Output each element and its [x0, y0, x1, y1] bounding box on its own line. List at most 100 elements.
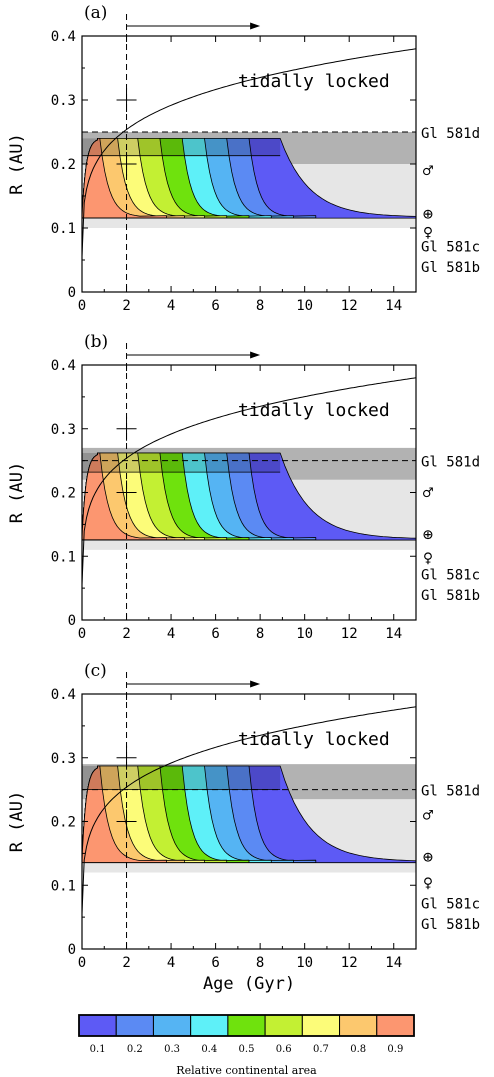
panel-2: 0 2 4 6 8 10 12 14 0 0.1 0.2 0.3 0.4 R (AU) (b) tidally… [7, 332, 480, 642]
right-marker-label: ♀ [423, 549, 433, 569]
colorbar-cell-0.3 [152, 1014, 192, 1037]
arrow-head [250, 680, 261, 688]
panel-label: (c) [84, 661, 107, 681]
x-tick-label: 0 [78, 298, 86, 314]
y-tick-label: 0.1 [51, 221, 76, 237]
colorbar-cell-0.4 [190, 1014, 229, 1037]
colorbar-cell-0.5 [227, 1014, 266, 1037]
panel-1: 0 2 4 6 8 10 12 14 0 0.1 0.2 0.3 0.4 R (AU) (a) tidally… [7, 3, 480, 314]
colorbar-cell-0.8 [339, 1014, 378, 1037]
colorbar-cell-0.7 [301, 1014, 341, 1037]
right-marker-label: ♀ [423, 874, 433, 894]
colorbar-tick-label: 0.3 [164, 1044, 180, 1055]
colorbar-frame [78, 1014, 415, 1037]
x-axis-label: Age (Gyr) [203, 974, 295, 994]
x-tick-label: 8 [256, 626, 264, 642]
x-tick-label: 12 [341, 626, 358, 642]
tidal-lock-curve [82, 706, 416, 914]
x-tick-label: 14 [385, 955, 402, 971]
y-tick-label: 0.4 [51, 687, 76, 703]
x-tick-label: 14 [385, 626, 402, 642]
y-tick-label: 0.4 [51, 29, 76, 45]
x-tick-label: 0 [78, 955, 86, 971]
right-marker-label: Gl 581d [421, 784, 480, 800]
tidal-lock-curve [82, 48, 416, 257]
arrow-head [250, 351, 261, 359]
y-tick-label: 0.2 [51, 815, 76, 831]
colorbar-title: Relative continental area [176, 1064, 317, 1077]
x-tick-label: 8 [256, 955, 264, 971]
y-tick-label: 0.2 [51, 157, 76, 173]
right-marker-label: ♂ [423, 161, 434, 181]
hz-region-0.9 [82, 765, 167, 863]
panel-label: (b) [84, 332, 108, 352]
y-tick-label: 0.3 [51, 751, 76, 767]
colorbar: 0.1 0.2 0.3 0.4 0.5 0.6 0.7 0.8 0.9 Relative cont… [78, 1014, 415, 1077]
y-tick-label: 0 [68, 942, 76, 958]
x-tick-label: 10 [296, 955, 313, 971]
tidal-lock-label: tidally locked [238, 400, 390, 421]
x-tick-label: 4 [167, 298, 175, 314]
right-marker-label: Gl 581c [421, 896, 480, 912]
y-tick-label: 0 [68, 613, 76, 629]
x-tick-label: 4 [167, 626, 175, 642]
plot-area [82, 48, 416, 257]
y-tick-label: 0 [68, 285, 76, 301]
tidal-lock-label: tidally locked [238, 71, 390, 92]
y-tick-label: 0.3 [51, 422, 76, 438]
plot-area [82, 706, 416, 914]
tidal-lock-label: tidally locked [238, 729, 390, 750]
hz-region-0.9 [82, 138, 167, 219]
colorbar-cell-0.6 [264, 1014, 303, 1037]
right-marker-label: ⊕ [423, 848, 433, 868]
tidal-lock-curve [82, 377, 416, 585]
panel-3: 0 2 4 6 8 10 12 14 0 0.1 0.2 0.3 0.4 R (AU) (c) tidally… [7, 661, 480, 994]
right-marker-label: Gl 581b [421, 588, 480, 604]
panels-root: 0 2 4 6 8 10 12 14 0 0.1 0.2 0.3 0.4 R (AU) (a) tidally… [7, 3, 480, 994]
x-tick-label: 4 [167, 955, 175, 971]
colorbar-tick-label: 0.8 [350, 1044, 366, 1055]
colorbar-tick-label: 0.9 [387, 1044, 403, 1055]
colorbar-tick-label: 0.2 [127, 1044, 143, 1055]
y-tick-label: 0.3 [51, 93, 76, 109]
colorbar-tick-label: 0.6 [276, 1044, 292, 1055]
x-tick-label: 2 [122, 955, 130, 971]
x-tick-label: 0 [78, 626, 86, 642]
colorbar-cell-0.1 [78, 1014, 117, 1037]
right-marker-label: ♂ [423, 484, 434, 504]
x-tick-label: 10 [296, 298, 313, 314]
y-axis-label: R (AU) [7, 133, 27, 194]
panel-label: (a) [84, 3, 107, 23]
plot-area [82, 377, 416, 585]
right-marker-label: ⊕ [423, 204, 433, 224]
x-tick-label: 8 [256, 298, 264, 314]
right-marker-label: ♀ [423, 223, 433, 243]
arrow-head [250, 22, 261, 30]
colorbar-tick-label: 0.1 [90, 1044, 106, 1055]
x-tick-label: 6 [211, 298, 219, 314]
x-tick-label: 10 [296, 626, 313, 642]
y-axis-label: R (AU) [7, 462, 27, 523]
right-marker-label: ⊕ [423, 525, 433, 545]
right-marker-label: Gl 581c [421, 567, 480, 583]
colorbar-cell-0.2 [115, 1014, 154, 1037]
y-tick-label: 0.1 [51, 878, 76, 894]
right-marker-label: ♂ [423, 806, 434, 826]
hz-outer-strip [82, 766, 281, 790]
hz-region-0.9 [82, 452, 167, 541]
y-axis-label: R (AU) [7, 791, 27, 852]
colorbar-tick-label: 0.5 [239, 1044, 255, 1055]
right-marker-label: Gl 581d [421, 126, 480, 142]
x-tick-label: 2 [122, 626, 130, 642]
y-tick-label: 0.1 [51, 549, 76, 565]
right-marker-label: Gl 581b [421, 260, 480, 276]
right-marker-label: Gl 581d [421, 455, 480, 471]
hz-outer-strip [82, 452, 281, 473]
hz-outer-strip [82, 138, 281, 156]
x-tick-label: 6 [211, 626, 219, 642]
y-tick-label: 0.4 [51, 358, 76, 374]
y-tick-label: 0.2 [51, 486, 76, 502]
x-tick-label: 14 [385, 298, 402, 314]
right-marker-label: Gl 581c [421, 239, 480, 255]
